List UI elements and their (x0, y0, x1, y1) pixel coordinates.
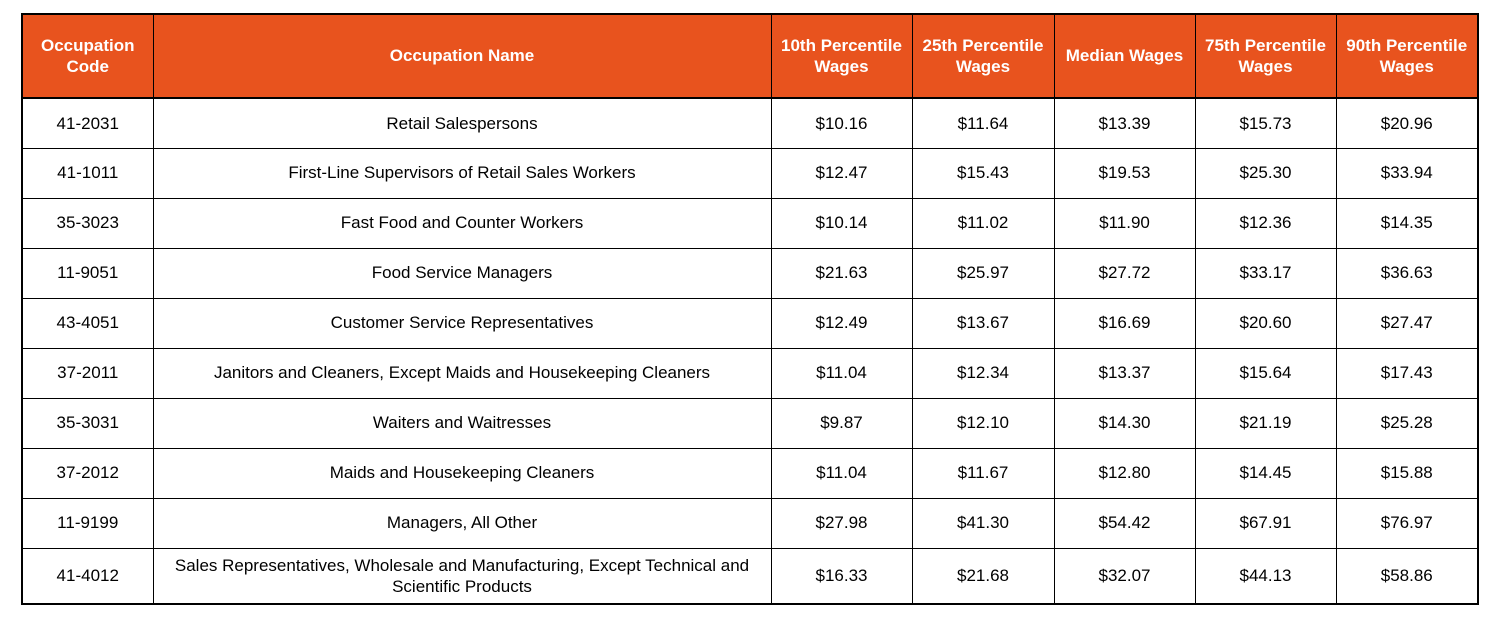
header-75th-percentile-wages: 75th Percentile Wages (1194, 13, 1337, 99)
table-row: 41-2031 Retail Salespersons $10.16 $11.6… (21, 97, 1479, 149)
table-row: 35-3023 Fast Food and Counter Workers $1… (21, 197, 1479, 249)
wage-cell: $27.98 (770, 497, 913, 549)
wage-cell: $21.63 (770, 247, 913, 299)
wage-cell: $15.73 (1194, 97, 1337, 149)
table-row: 37-2012 Maids and Housekeeping Cleaners … (21, 447, 1479, 499)
wage-cell: $25.97 (911, 247, 1055, 299)
wage-cell: $33.94 (1335, 147, 1479, 199)
wage-cell: $19.53 (1053, 147, 1196, 199)
wage-cell: $16.33 (770, 547, 913, 605)
occupation-name-cell: Fast Food and Counter Workers (152, 197, 772, 249)
wage-cell: $33.17 (1194, 247, 1337, 299)
wage-cell: $12.49 (770, 297, 913, 349)
header-25th-percentile-wages: 25th Percentile Wages (911, 13, 1055, 99)
table-row: 11-9051 Food Service Managers $21.63 $25… (21, 247, 1479, 299)
occupation-name-cell: Maids and Housekeeping Cleaners (152, 447, 772, 499)
header-median-wages: Median Wages (1053, 13, 1196, 99)
wage-cell: $11.90 (1053, 197, 1196, 249)
wage-cell: $41.30 (911, 497, 1055, 549)
wage-cell: $21.19 (1194, 397, 1337, 449)
occupation-name-cell: Sales Representatives, Wholesale and Man… (152, 547, 772, 605)
wage-cell: $14.30 (1053, 397, 1196, 449)
occupation-code-cell: 35-3031 (21, 397, 154, 449)
table-body: 41-2031 Retail Salespersons $10.16 $11.6… (21, 97, 1479, 605)
wage-cell: $12.36 (1194, 197, 1337, 249)
wage-cell: $13.37 (1053, 347, 1196, 399)
occupation-name-cell: Food Service Managers (152, 247, 772, 299)
wage-cell: $10.14 (770, 197, 913, 249)
wage-cell: $12.34 (911, 347, 1055, 399)
occupation-wages-table: Occupation Code Occupation Name 10th Per… (21, 13, 1479, 605)
wage-cell: $25.28 (1335, 397, 1479, 449)
header-occupation-code: Occupation Code (21, 13, 154, 99)
wage-cell: $16.69 (1053, 297, 1196, 349)
wage-cell: $21.68 (911, 547, 1055, 605)
table-header: Occupation Code Occupation Name 10th Per… (21, 13, 1479, 99)
wage-cell: $20.60 (1194, 297, 1337, 349)
wage-cell: $11.64 (911, 97, 1055, 149)
wage-cell: $25.30 (1194, 147, 1337, 199)
table-row: 35-3031 Waiters and Waitresses $9.87 $12… (21, 397, 1479, 449)
occupation-name-cell: Retail Salespersons (152, 97, 772, 149)
occupation-code-cell: 37-2012 (21, 447, 154, 499)
wage-cell: $13.39 (1053, 97, 1196, 149)
header-occupation-name: Occupation Name (152, 13, 772, 99)
wage-cell: $54.42 (1053, 497, 1196, 549)
occupation-code-cell: 43-4051 (21, 297, 154, 349)
wage-cell: $9.87 (770, 397, 913, 449)
header-10th-percentile-wages: 10th Percentile Wages (770, 13, 913, 99)
occupation-name-cell: Janitors and Cleaners, Except Maids and … (152, 347, 772, 399)
wage-cell: $15.64 (1194, 347, 1337, 399)
wage-cell: $11.67 (911, 447, 1055, 499)
wage-cell: $13.67 (911, 297, 1055, 349)
wage-cell: $58.86 (1335, 547, 1479, 605)
wage-cell: $11.04 (770, 447, 913, 499)
header-90th-percentile-wages: 90th Percentile Wages (1335, 13, 1479, 99)
wage-cell: $17.43 (1335, 347, 1479, 399)
occupation-code-cell: 11-9199 (21, 497, 154, 549)
occupation-code-cell: 41-4012 (21, 547, 154, 605)
occupation-code-cell: 41-1011 (21, 147, 154, 199)
occupation-code-cell: 37-2011 (21, 347, 154, 399)
wage-cell: $11.04 (770, 347, 913, 399)
wage-cell: $12.80 (1053, 447, 1196, 499)
occupation-name-cell: Waiters and Waitresses (152, 397, 772, 449)
occupation-name-cell: Managers, All Other (152, 497, 772, 549)
wage-cell: $15.43 (911, 147, 1055, 199)
occupation-code-cell: 11-9051 (21, 247, 154, 299)
table-row: 41-4012 Sales Representatives, Wholesale… (21, 547, 1479, 605)
wage-cell: $14.45 (1194, 447, 1337, 499)
wage-cell: $14.35 (1335, 197, 1479, 249)
wage-cell: $76.97 (1335, 497, 1479, 549)
wage-cell: $11.02 (911, 197, 1055, 249)
wage-cell: $15.88 (1335, 447, 1479, 499)
wage-cell: $32.07 (1053, 547, 1196, 605)
wage-cell: $67.91 (1194, 497, 1337, 549)
table-row: 43-4051 Customer Service Representatives… (21, 297, 1479, 349)
table-row: 41-1011 First-Line Supervisors of Retail… (21, 147, 1479, 199)
wage-cell: $12.10 (911, 397, 1055, 449)
occupation-name-cell: Customer Service Representatives (152, 297, 772, 349)
occupation-code-cell: 41-2031 (21, 97, 154, 149)
wage-cell: $44.13 (1194, 547, 1337, 605)
wage-cell: $27.47 (1335, 297, 1479, 349)
header-row: Occupation Code Occupation Name 10th Per… (21, 13, 1479, 99)
wage-cell: $36.63 (1335, 247, 1479, 299)
table-row: 37-2011 Janitors and Cleaners, Except Ma… (21, 347, 1479, 399)
wage-cell: $10.16 (770, 97, 913, 149)
occupation-name-cell: First-Line Supervisors of Retail Sales W… (152, 147, 772, 199)
wage-cell: $27.72 (1053, 247, 1196, 299)
wage-cell: $20.96 (1335, 97, 1479, 149)
table-row: 11-9199 Managers, All Other $27.98 $41.3… (21, 497, 1479, 549)
occupation-code-cell: 35-3023 (21, 197, 154, 249)
wage-cell: $12.47 (770, 147, 913, 199)
